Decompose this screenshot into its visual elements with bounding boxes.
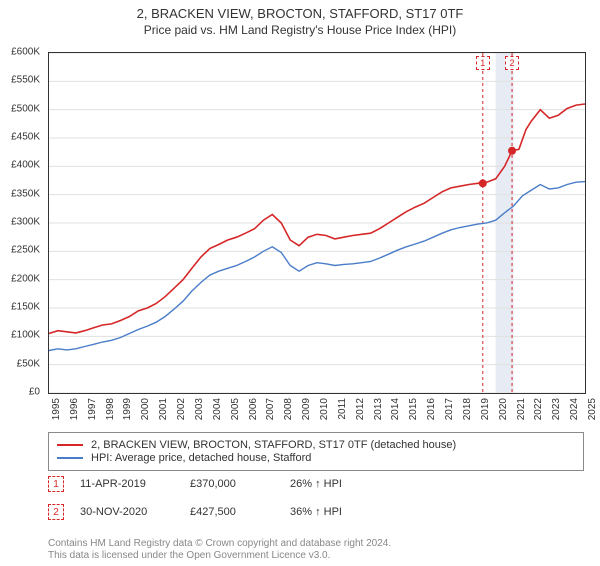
- sale-row-1: 1 11-APR-2019 £370,000 26% ↑ HPI: [48, 476, 584, 492]
- x-tick-label: 2012: [355, 398, 366, 420]
- x-tick-label: 2005: [230, 398, 241, 420]
- chart-sale-marker-2: 2: [505, 56, 519, 70]
- x-tick-label: 1998: [105, 398, 116, 420]
- x-axis-labels: 1995 1996 1997 1998 1999 2000 2001 2002 2003 2004…: [48, 394, 584, 432]
- legend-item-hpi: HPI: Average price, detached house, Staf…: [57, 452, 575, 464]
- footnote-line-1: Contains HM Land Registry data © Crown c…: [48, 538, 584, 550]
- y-tick-label: £0: [29, 387, 40, 398]
- x-tick-label: 2022: [533, 398, 544, 420]
- x-tick-label: 1997: [87, 398, 98, 420]
- x-tick-label: 2018: [462, 398, 473, 420]
- x-tick-label: 2001: [158, 398, 169, 420]
- y-tick-label: £500K: [11, 103, 40, 114]
- y-tick-label: £100K: [11, 330, 40, 341]
- x-tick-label: 2010: [319, 398, 330, 420]
- chart-sale-marker-1: 1: [476, 56, 490, 70]
- x-tick-label: 2008: [283, 398, 294, 420]
- x-tick-label: 2019: [480, 398, 491, 420]
- footnote-line-2: This data is licensed under the Open Gov…: [48, 550, 584, 562]
- legend-swatch-hpi: [57, 457, 83, 459]
- y-tick-label: £550K: [11, 75, 40, 86]
- x-tick-label: 2006: [248, 398, 259, 420]
- x-tick-label: 2002: [176, 398, 187, 420]
- x-tick-label: 2021: [516, 398, 527, 420]
- x-tick-label: 2007: [265, 398, 276, 420]
- x-tick-label: 2004: [212, 398, 223, 420]
- sale-1-hpi-delta: 26% ↑ HPI: [290, 478, 390, 490]
- y-tick-label: £350K: [11, 188, 40, 199]
- x-tick-label: 2011: [337, 398, 348, 420]
- sale-marker-1-icon: 1: [48, 476, 64, 492]
- legend-label-property: 2, BRACKEN VIEW, BROCTON, STAFFORD, ST17…: [91, 439, 456, 451]
- sale-2-date: 30-NOV-2020: [80, 506, 190, 518]
- sale-2-price: £427,500: [190, 506, 290, 518]
- chart-subtitle: Price paid vs. HM Land Registry's House …: [0, 23, 600, 37]
- x-tick-label: 2024: [569, 398, 580, 420]
- x-tick-label: 1995: [51, 398, 62, 420]
- legend: 2, BRACKEN VIEW, BROCTON, STAFFORD, ST17…: [48, 432, 584, 471]
- sale-1-date: 11-APR-2019: [80, 478, 190, 490]
- y-tick-label: £400K: [11, 160, 40, 171]
- y-axis-labels: £0£50K£100K£150K£200K£250K£300K£350K£400…: [0, 52, 44, 392]
- chart-plot-area: 12: [48, 52, 586, 394]
- x-tick-label: 2020: [498, 398, 509, 420]
- y-tick-label: £600K: [11, 47, 40, 58]
- x-tick-label: 2025: [587, 398, 598, 420]
- y-tick-label: £300K: [11, 217, 40, 228]
- x-tick-label: 2003: [194, 398, 205, 420]
- y-tick-label: £200K: [11, 273, 40, 284]
- y-tick-label: £150K: [11, 302, 40, 313]
- x-tick-label: 1999: [122, 398, 133, 420]
- sale-row-2: 2 30-NOV-2020 £427,500 36% ↑ HPI: [48, 504, 584, 520]
- x-tick-label: 2014: [390, 398, 401, 420]
- x-tick-label: 2016: [426, 398, 437, 420]
- sale-1-price: £370,000: [190, 478, 290, 490]
- x-tick-label: 2013: [373, 398, 384, 420]
- chart-title: 2, BRACKEN VIEW, BROCTON, STAFFORD, ST17…: [0, 6, 600, 21]
- y-tick-label: £450K: [11, 132, 40, 143]
- x-tick-label: 2017: [444, 398, 455, 420]
- legend-item-property: 2, BRACKEN VIEW, BROCTON, STAFFORD, ST17…: [57, 439, 575, 451]
- y-tick-label: £50K: [17, 358, 40, 369]
- y-tick-label: £250K: [11, 245, 40, 256]
- sale-marker-2-icon: 2: [48, 504, 64, 520]
- x-tick-label: 2023: [551, 398, 562, 420]
- x-tick-label: 2015: [408, 398, 419, 420]
- x-tick-label: 2000: [140, 398, 151, 420]
- sale-2-hpi-delta: 36% ↑ HPI: [290, 506, 390, 518]
- legend-label-hpi: HPI: Average price, detached house, Staf…: [91, 452, 311, 464]
- x-tick-label: 2009: [301, 398, 312, 420]
- footnote: Contains HM Land Registry data © Crown c…: [48, 538, 584, 562]
- x-tick-label: 1996: [69, 398, 80, 420]
- legend-swatch-property: [57, 444, 83, 446]
